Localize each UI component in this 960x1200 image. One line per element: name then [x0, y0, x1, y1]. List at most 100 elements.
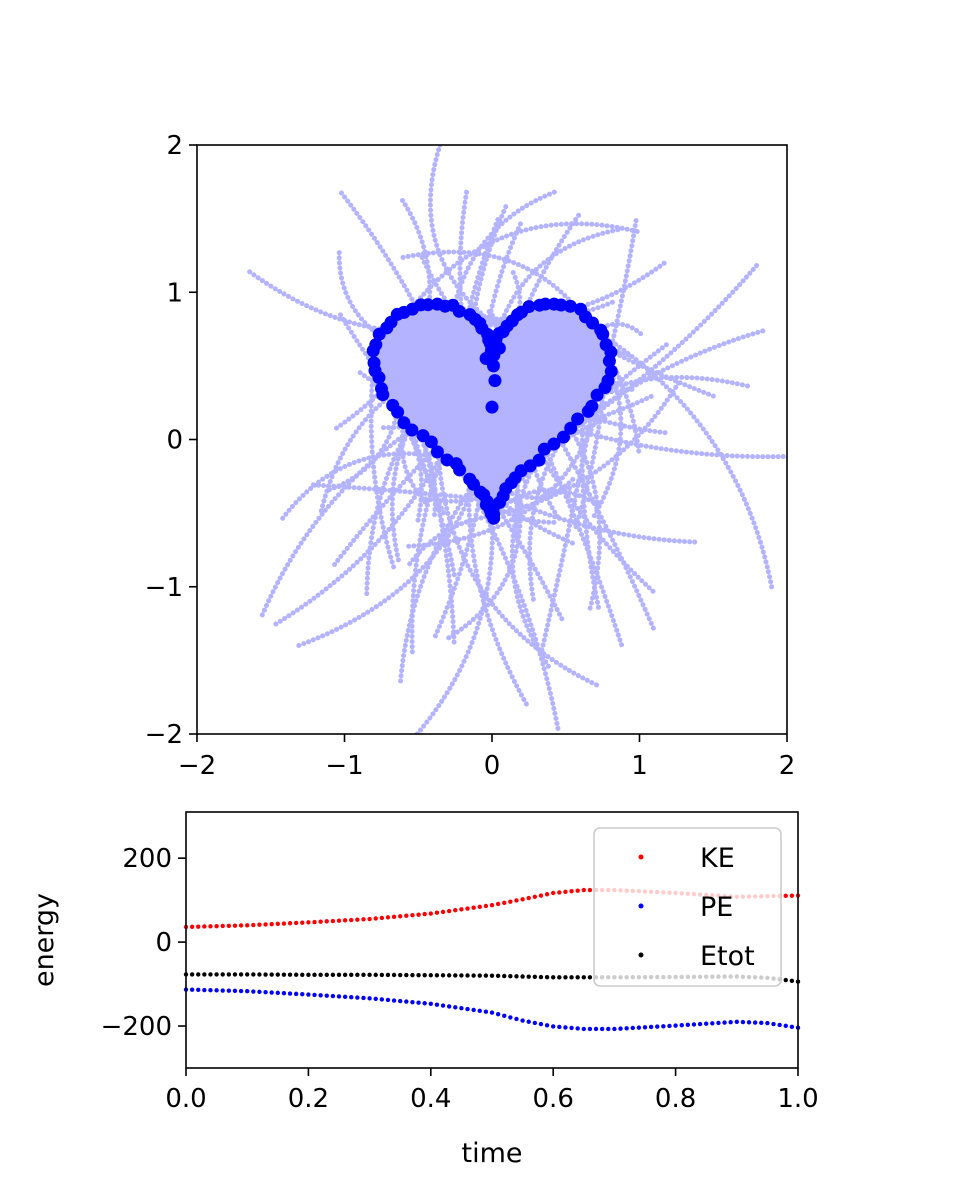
- energy-point-pe: [459, 1005, 464, 1011]
- particle-trail: [502, 476, 576, 501]
- particle-point: [421, 298, 435, 312]
- energy-point-ke: [214, 923, 219, 929]
- energy-point-pe: [312, 992, 317, 998]
- particle-trail: [435, 448, 600, 688]
- particle-point: [463, 472, 477, 486]
- energy-point-ke: [391, 914, 397, 920]
- energy-point-ke: [342, 918, 348, 923]
- energy-point-etot: [312, 972, 317, 978]
- particle-point: [367, 356, 381, 370]
- energy-point-etot: [293, 972, 299, 977]
- energy-point-pe: [416, 1000, 421, 1005]
- bottom-y-tick-label: −200: [101, 1012, 172, 1042]
- energy-point-etot: [416, 972, 421, 978]
- energy-point-etot: [300, 972, 305, 977]
- legend: KE PE Etot: [593, 827, 782, 987]
- energy-point-etot: [238, 972, 244, 977]
- particle-trail: [398, 482, 477, 684]
- particle-point: [571, 412, 585, 426]
- energy-point-ke: [526, 895, 531, 901]
- particle-trail: [457, 189, 470, 313]
- energy-point-pe: [581, 1026, 586, 1032]
- energy-point-pe: [606, 1026, 611, 1032]
- energy-point-pe: [532, 1020, 538, 1026]
- energy-point-pe: [551, 1024, 556, 1029]
- energy-point-ke: [502, 900, 507, 906]
- energy-point-etot: [330, 972, 336, 978]
- particle-point: [440, 453, 454, 467]
- particle-point: [430, 445, 444, 459]
- particle-point: [596, 327, 610, 341]
- energy-point-etot: [318, 972, 323, 978]
- energy-point-pe: [514, 1016, 519, 1022]
- series-pe: [183, 987, 801, 1032]
- energy-point-ke: [293, 920, 299, 926]
- particle-point: [369, 338, 383, 352]
- energy-point-pe: [538, 1021, 544, 1027]
- top-x-tick-label: −2: [178, 751, 216, 781]
- energy-point-pe: [349, 995, 354, 1000]
- energy-point-pe: [789, 1024, 795, 1029]
- energy-point-etot: [257, 972, 262, 977]
- energy-point-pe: [771, 1021, 776, 1027]
- energy-point-pe: [759, 1020, 764, 1026]
- energy-point-etot: [502, 973, 507, 979]
- particle-trail: [399, 197, 433, 306]
- top-y-tick-label: −1: [145, 573, 183, 603]
- particle-trail: [368, 358, 397, 570]
- energy-point-ke: [508, 899, 513, 904]
- energy-point-ke: [465, 906, 470, 911]
- particle-trail: [336, 250, 383, 339]
- energy-point-ke: [428, 911, 433, 916]
- energy-point-etot: [489, 973, 495, 978]
- energy-point-etot: [275, 972, 280, 977]
- energy-point-ke: [783, 893, 788, 898]
- energy-point-pe: [196, 987, 201, 993]
- energy-point-etot: [544, 974, 550, 980]
- energy-point-etot: [508, 973, 513, 979]
- particle-point: [547, 437, 561, 451]
- energy-point-ke: [336, 918, 342, 923]
- energy-point-etot: [202, 972, 207, 977]
- series-etot: [183, 972, 801, 984]
- energy-point-etot: [385, 972, 391, 978]
- energy-point-etot: [287, 972, 293, 977]
- energy-point-etot: [367, 972, 372, 978]
- top-x-axis: −2 −1 0 1 2: [178, 734, 795, 781]
- energy-point-etot: [281, 972, 287, 977]
- particle-point: [486, 359, 500, 373]
- top-plot: −2 −1 0 1 2 −2 −1 0 1 2: [145, 131, 796, 781]
- energy-point-etot: [379, 972, 385, 978]
- energy-point-ke: [189, 924, 195, 930]
- energy-point-etot: [532, 974, 538, 980]
- energy-point-ke: [471, 905, 476, 910]
- energy-point-etot: [349, 972, 354, 978]
- legend-box: [593, 827, 782, 987]
- particle-trail: [489, 380, 681, 519]
- energy-point-ke: [361, 917, 366, 922]
- energy-point-pe: [685, 1022, 691, 1028]
- energy-point-pe: [502, 1013, 507, 1018]
- y-axis-title: energy: [29, 893, 60, 987]
- particle-point: [602, 354, 616, 368]
- energy-point-pe: [287, 991, 293, 996]
- energy-point-pe: [673, 1023, 678, 1028]
- particle-point: [374, 382, 388, 396]
- energy-point-pe: [630, 1025, 635, 1031]
- energy-point-pe: [434, 1002, 440, 1007]
- energy-point-etot: [587, 975, 593, 980]
- energy-point-ke: [245, 923, 250, 928]
- energy-point-pe: [306, 992, 311, 997]
- energy-point-pe: [679, 1023, 684, 1028]
- particle-trail: [543, 448, 625, 648]
- energy-point-etot: [495, 973, 501, 979]
- energy-point-pe: [489, 1010, 495, 1015]
- energy-point-etot: [373, 972, 378, 978]
- energy-point-pe: [593, 1026, 599, 1032]
- energy-point-ke: [281, 921, 287, 926]
- bottom-x-tick-label: 0.0: [165, 1084, 206, 1114]
- energy-point-pe: [648, 1024, 654, 1030]
- energy-point-pe: [765, 1020, 770, 1026]
- energy-point-etot: [324, 972, 329, 978]
